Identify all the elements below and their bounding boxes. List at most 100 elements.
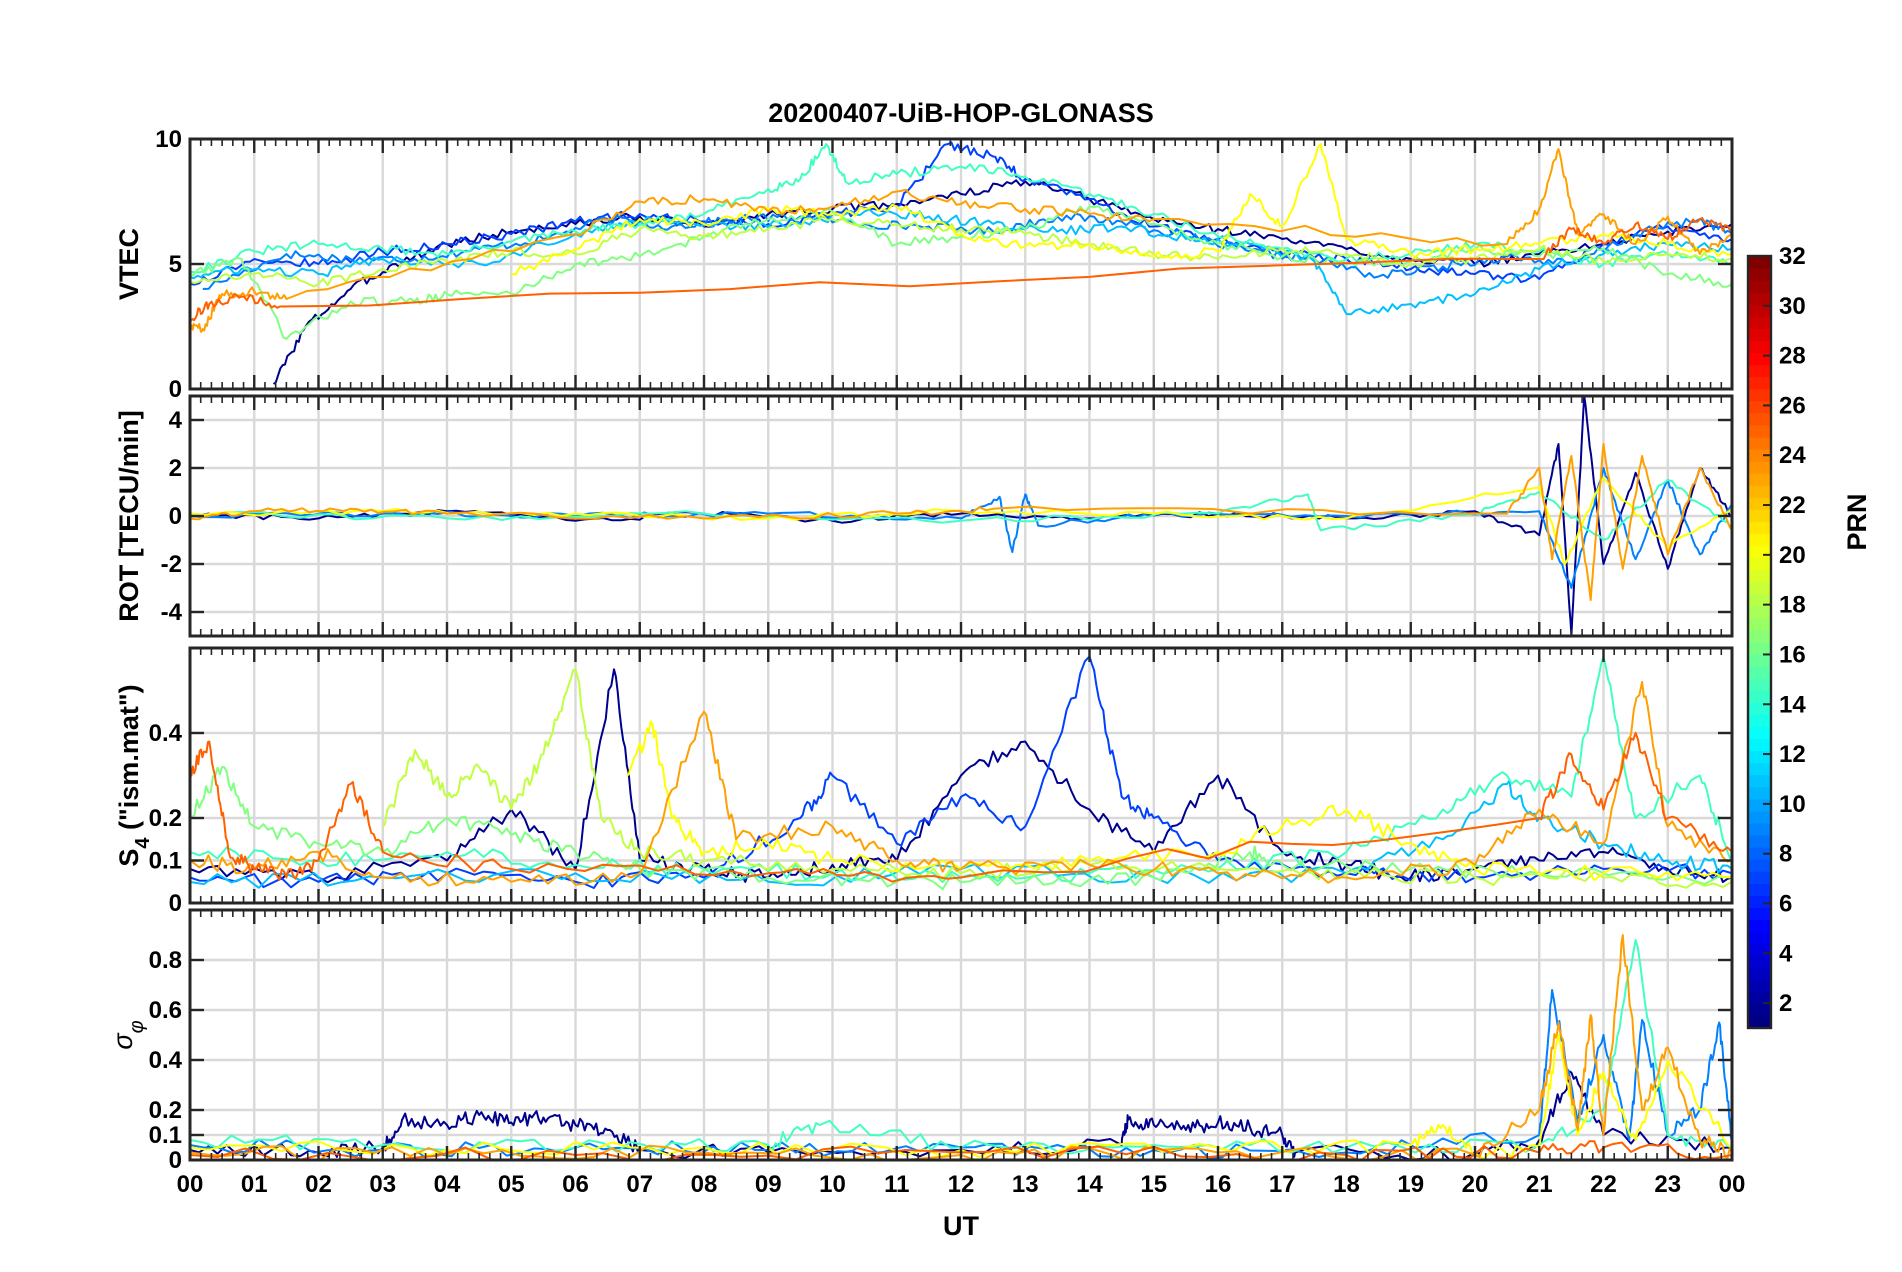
y-axis-label-1: VTEC [114, 228, 144, 300]
colorbar-tick-label: 28 [1779, 343, 1806, 370]
colorbar-swatch [1748, 581, 1771, 595]
colorbar-swatch [1748, 521, 1771, 535]
colorbar-swatch [1748, 666, 1771, 679]
colorbar-tick-label: 2 [1779, 990, 1792, 1017]
x-tick-label: 03 [369, 1171, 396, 1198]
colorbar-swatch [1748, 1015, 1771, 1029]
colorbar-swatch [1748, 569, 1771, 583]
x-tick-label: 08 [691, 1171, 718, 1198]
colorbar-tick-label: 24 [1779, 442, 1806, 469]
colorbar-tick-label: 18 [1779, 592, 1806, 619]
colorbar-swatch [1748, 895, 1771, 908]
series-line [190, 479, 1732, 541]
x-tick-label: 06 [562, 1171, 589, 1198]
x-tick-label: 04 [434, 1171, 461, 1198]
colorbar-tick-label: 10 [1779, 791, 1806, 818]
x-tick-label: 13 [1012, 1171, 1039, 1198]
colorbar-swatch [1748, 1003, 1771, 1017]
colorbar-swatch [1748, 449, 1771, 462]
colorbar-swatch [1748, 412, 1771, 426]
series-line [190, 681, 1732, 887]
series-line [272, 179, 1732, 385]
colorbar-swatch [1748, 352, 1771, 366]
series-line [190, 217, 1732, 322]
colorbar-swatch [1748, 364, 1771, 378]
plot-area-1 [190, 141, 1732, 385]
y-axis-label-base: S [114, 849, 144, 867]
series-line [511, 143, 1732, 276]
series-line [190, 766, 1732, 891]
colorbar-tick-label: 8 [1779, 841, 1792, 868]
colorbar-swatch [1748, 690, 1771, 703]
colorbar-swatch [1748, 593, 1771, 607]
colorbar-swatch [1748, 943, 1771, 957]
colorbar-swatch [1748, 617, 1771, 631]
series-line [190, 443, 1732, 601]
series-line [202, 212, 1732, 290]
colorbar-swatch [1748, 557, 1771, 571]
series-line [190, 148, 1732, 333]
colorbar-swatch [1748, 533, 1771, 547]
y-tick-label: 0.4 [149, 720, 183, 747]
x-tick-label: 19 [1397, 1171, 1424, 1198]
colorbar-swatch [1748, 750, 1771, 764]
y-tick-label: 5 [169, 251, 182, 278]
y-tick-label: 0.4 [149, 1047, 183, 1074]
colorbar-swatch [1748, 473, 1771, 486]
colorbar-swatch [1748, 919, 1771, 933]
colorbar-swatch [1748, 798, 1771, 812]
y-tick-label: -4 [161, 599, 183, 626]
colorbar-swatch [1748, 907, 1771, 921]
colorbar-swatch [1748, 822, 1771, 836]
y-axis-label-sub: φ [126, 1020, 148, 1033]
y-axis-label-2: ROT [TECU/min] [114, 410, 144, 621]
colorbar-tick-label: 6 [1779, 890, 1792, 917]
x-tick-label: 11 [884, 1171, 909, 1198]
x-tick-label: 20 [1462, 1171, 1489, 1198]
colorbar-swatch [1748, 714, 1771, 728]
colorbar-swatch [1748, 340, 1771, 354]
y-tick-label: 0.2 [149, 1097, 182, 1124]
colorbar-label: PRN [1842, 493, 1872, 550]
x-tick-label: 09 [755, 1171, 782, 1198]
colorbar-tick-label: 16 [1779, 641, 1806, 668]
colorbar-tick-label: 12 [1779, 741, 1806, 768]
x-tick-label: 21 [1526, 1171, 1553, 1198]
series-line [190, 467, 1732, 589]
x-tick-label: 14 [1076, 1171, 1103, 1198]
x-tick-label: 00 [177, 1171, 204, 1198]
colorbar-tick-label: 14 [1779, 691, 1806, 718]
series-line [190, 668, 1732, 884]
y-axis-label-base: σ [108, 1032, 138, 1050]
colorbar-swatch [1748, 702, 1771, 715]
colorbar-swatch [1748, 835, 1771, 848]
colorbar-swatch [1748, 883, 1771, 896]
colorbar-swatch [1748, 388, 1771, 402]
colorbar-swatch [1748, 629, 1771, 643]
x-tick-label: 07 [626, 1171, 653, 1198]
colorbar-swatch [1748, 979, 1771, 993]
x-tick-label: 12 [948, 1171, 975, 1198]
colorbar-swatch [1748, 931, 1771, 945]
colorbar-swatch [1748, 967, 1771, 981]
colorbar-swatch [1748, 991, 1771, 1005]
series-line [626, 720, 1732, 882]
colorbar-swatch [1748, 678, 1771, 691]
colorbar-swatch [1748, 509, 1771, 522]
colorbar-tick-label: 30 [1779, 293, 1806, 320]
x-tick-label: 16 [1205, 1171, 1232, 1198]
colorbar-swatch [1748, 847, 1771, 860]
colorbar-tick-label: 32 [1779, 243, 1806, 270]
x-tick-label: 23 [1654, 1171, 1681, 1198]
colorbar-swatch [1748, 328, 1771, 342]
colorbar-tick-label: 4 [1779, 940, 1793, 967]
y-tick-label: 0.6 [149, 997, 182, 1024]
colorbar-swatch [1748, 424, 1771, 438]
series-line [382, 668, 1732, 889]
y-axis-label-sub: 4 [132, 837, 154, 849]
x-axis-label: UT [943, 1211, 979, 1241]
y-tick-label: 0 [169, 503, 182, 530]
y-tick-label: 0 [169, 1147, 182, 1174]
